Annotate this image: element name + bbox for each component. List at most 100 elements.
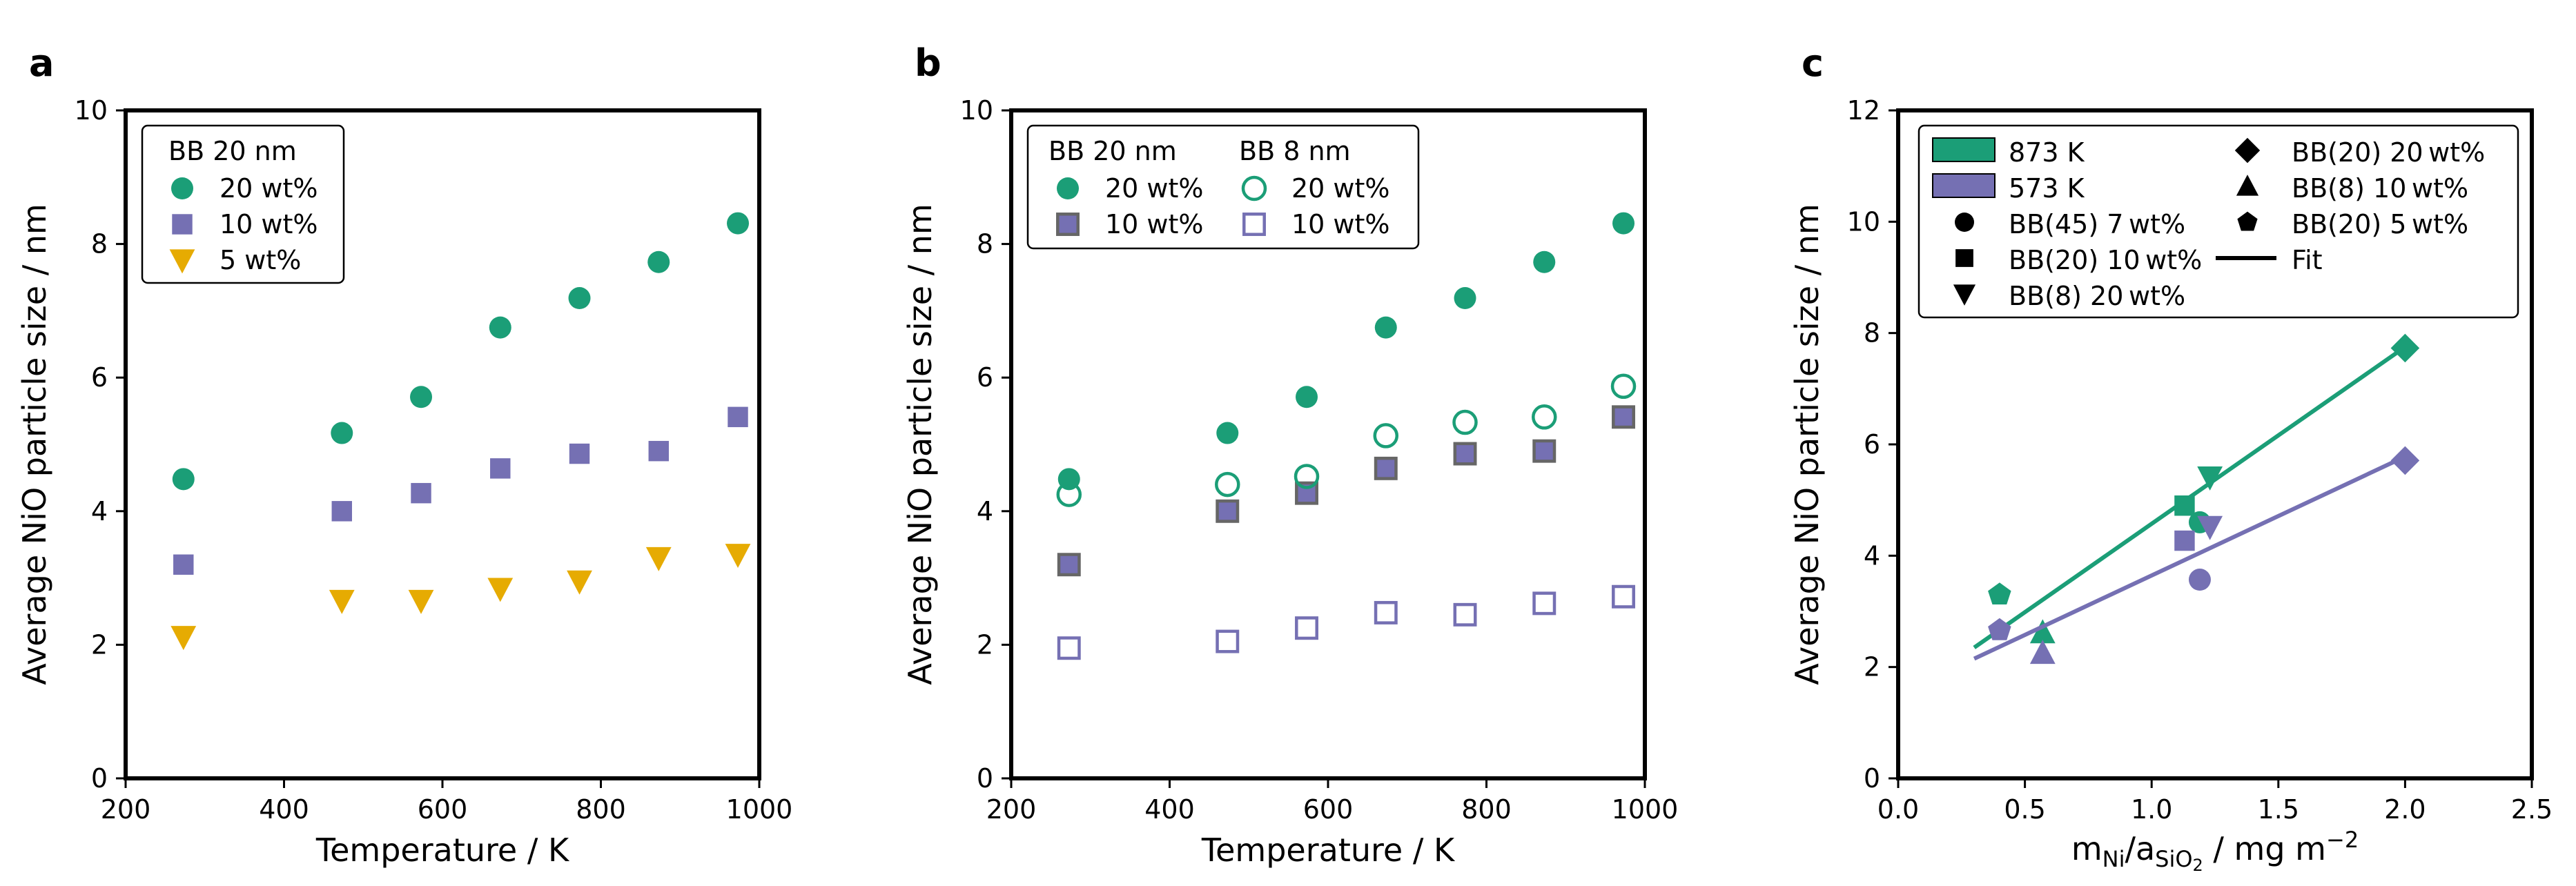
legend-label: 873 K bbox=[2009, 137, 2085, 168]
y-tick-label: 6 bbox=[1864, 429, 1880, 460]
legend-marker bbox=[1242, 213, 1266, 236]
data-point bbox=[569, 443, 590, 464]
y-axis-label: Average NiO particle size / nm bbox=[16, 204, 53, 685]
y-tick-label: 6 bbox=[977, 362, 993, 393]
x-tick-label: 0.5 bbox=[2004, 794, 2045, 825]
legend-label: 573 K bbox=[2009, 173, 2085, 204]
series-10-wt- bbox=[1057, 405, 1635, 577]
data-point bbox=[2188, 569, 2211, 591]
data-point bbox=[1215, 471, 1240, 498]
legend-title: BB 20 nm bbox=[1048, 136, 1177, 166]
data-point bbox=[331, 422, 353, 444]
x-axis-label: Temperature / K bbox=[315, 831, 570, 869]
x-tick-label: 800 bbox=[576, 794, 626, 825]
legend-marker bbox=[172, 214, 193, 235]
legend-marker bbox=[2236, 175, 2259, 196]
legend-marker bbox=[1056, 213, 1080, 236]
y-tick-label: 4 bbox=[1864, 540, 1880, 571]
y-tick-label: 12 bbox=[1847, 95, 1880, 126]
data-point bbox=[489, 316, 511, 339]
legend: 873 K 573 K BB(45) 7 wt% BB(20) 10 wt% BB(8)… bbox=[1918, 124, 2519, 319]
data-point bbox=[647, 250, 670, 273]
series-20-wt- bbox=[172, 212, 750, 491]
data-point bbox=[1612, 584, 1635, 609]
data-point bbox=[411, 482, 431, 504]
legend-label: BB(8) 10 wt% bbox=[2292, 173, 2468, 204]
data-point bbox=[727, 212, 750, 235]
panel-label: c bbox=[1802, 41, 1824, 85]
x-tick-label: 400 bbox=[1144, 794, 1195, 825]
data-point bbox=[1056, 482, 1082, 507]
data-point bbox=[170, 626, 197, 651]
axes-frame bbox=[1009, 108, 1647, 780]
legend-label: 5 wt% bbox=[219, 245, 301, 275]
x-tick-label: 2.5 bbox=[2511, 794, 2553, 825]
legend-title: BB 8 nm bbox=[1239, 136, 1351, 166]
legend-marker bbox=[1241, 175, 1267, 201]
legend-patch bbox=[1932, 137, 1996, 162]
axes-frame bbox=[1896, 108, 2534, 780]
panel-label: b bbox=[915, 41, 941, 85]
data-point bbox=[728, 406, 748, 428]
data-point bbox=[1216, 422, 1239, 444]
y-axis-label: Average NiO particle size / nm bbox=[1788, 204, 1826, 685]
data-point bbox=[1612, 212, 1635, 235]
x-tick-label: 800 bbox=[1461, 794, 1512, 825]
data-point bbox=[2174, 530, 2195, 551]
series-573-k bbox=[1973, 446, 2420, 664]
x-tick-label: 0.0 bbox=[1877, 794, 1919, 825]
panel-label: a bbox=[29, 41, 54, 85]
y-tick-label: 2 bbox=[977, 629, 993, 660]
y-tick-label: 4 bbox=[91, 496, 108, 526]
x-tick-label: 1000 bbox=[1612, 794, 1679, 825]
x-tick-label: 1.0 bbox=[2131, 794, 2172, 825]
data-point bbox=[1294, 464, 1320, 489]
data-point bbox=[648, 440, 669, 462]
legend-box bbox=[141, 124, 345, 284]
legend-label: Fit bbox=[2292, 245, 2323, 275]
data-point bbox=[1057, 553, 1081, 577]
legend-label: BB(20) 20 wt% bbox=[2292, 137, 2485, 168]
data-point bbox=[567, 570, 592, 595]
data-point bbox=[568, 287, 591, 310]
panel-c: c 0.0 0.5 1.0 1.5 2.0 2.5 0 2 4 6 8 10 12 mNi/aSiO2 / … bbox=[1788, 41, 2553, 875]
data-point bbox=[1988, 582, 2011, 604]
legend-marker bbox=[2234, 137, 2261, 164]
data-point bbox=[1296, 386, 1318, 408]
legend-label: BB(8) 20 wt% bbox=[2009, 281, 2185, 311]
data-point bbox=[331, 501, 352, 522]
y-tick-label: 4 bbox=[977, 496, 993, 526]
data-point bbox=[1374, 316, 1397, 339]
data-point bbox=[1453, 442, 1477, 466]
legend-title: BB 20 nm bbox=[168, 136, 297, 166]
legend-marker bbox=[171, 177, 193, 199]
data-point bbox=[1533, 250, 1556, 273]
data-point bbox=[2390, 446, 2420, 475]
data-point bbox=[1532, 591, 1557, 616]
y-tick-label: 8 bbox=[977, 229, 993, 259]
data-point bbox=[2390, 333, 2420, 363]
data-point bbox=[645, 547, 672, 571]
legend-label: 20 wt% bbox=[219, 173, 318, 204]
legend-label: BB(20) 10 wt% bbox=[2009, 245, 2202, 275]
data-point bbox=[2174, 495, 2195, 516]
x-axis-label: Temperature / K bbox=[1201, 831, 1456, 869]
y-tick-label: 2 bbox=[91, 629, 108, 660]
legend-marker bbox=[1057, 177, 1079, 199]
y-tick-label: 10 bbox=[1847, 206, 1880, 237]
y-axis-label: Average NiO particle size / nm bbox=[901, 204, 939, 685]
axes-frame bbox=[124, 108, 761, 780]
data-point bbox=[1453, 602, 1477, 627]
data-point bbox=[2197, 466, 2223, 491]
data-point bbox=[1610, 373, 1637, 400]
panel-a: a 200 400 600 800 1000 0 2 4 6 8 10 Temperature / K A… bbox=[16, 41, 792, 869]
series-5-wt- bbox=[170, 544, 751, 651]
legend-label: 20 wt% bbox=[1105, 173, 1204, 204]
legend-marker bbox=[169, 249, 195, 274]
y-tick-label: 10 bbox=[960, 95, 993, 126]
legend-label: 20 wt% bbox=[1291, 173, 1390, 204]
series-10-wt- bbox=[173, 406, 748, 575]
y-tick-label: 6 bbox=[91, 362, 108, 393]
data-point bbox=[410, 386, 433, 408]
fit-line bbox=[1973, 455, 2406, 661]
